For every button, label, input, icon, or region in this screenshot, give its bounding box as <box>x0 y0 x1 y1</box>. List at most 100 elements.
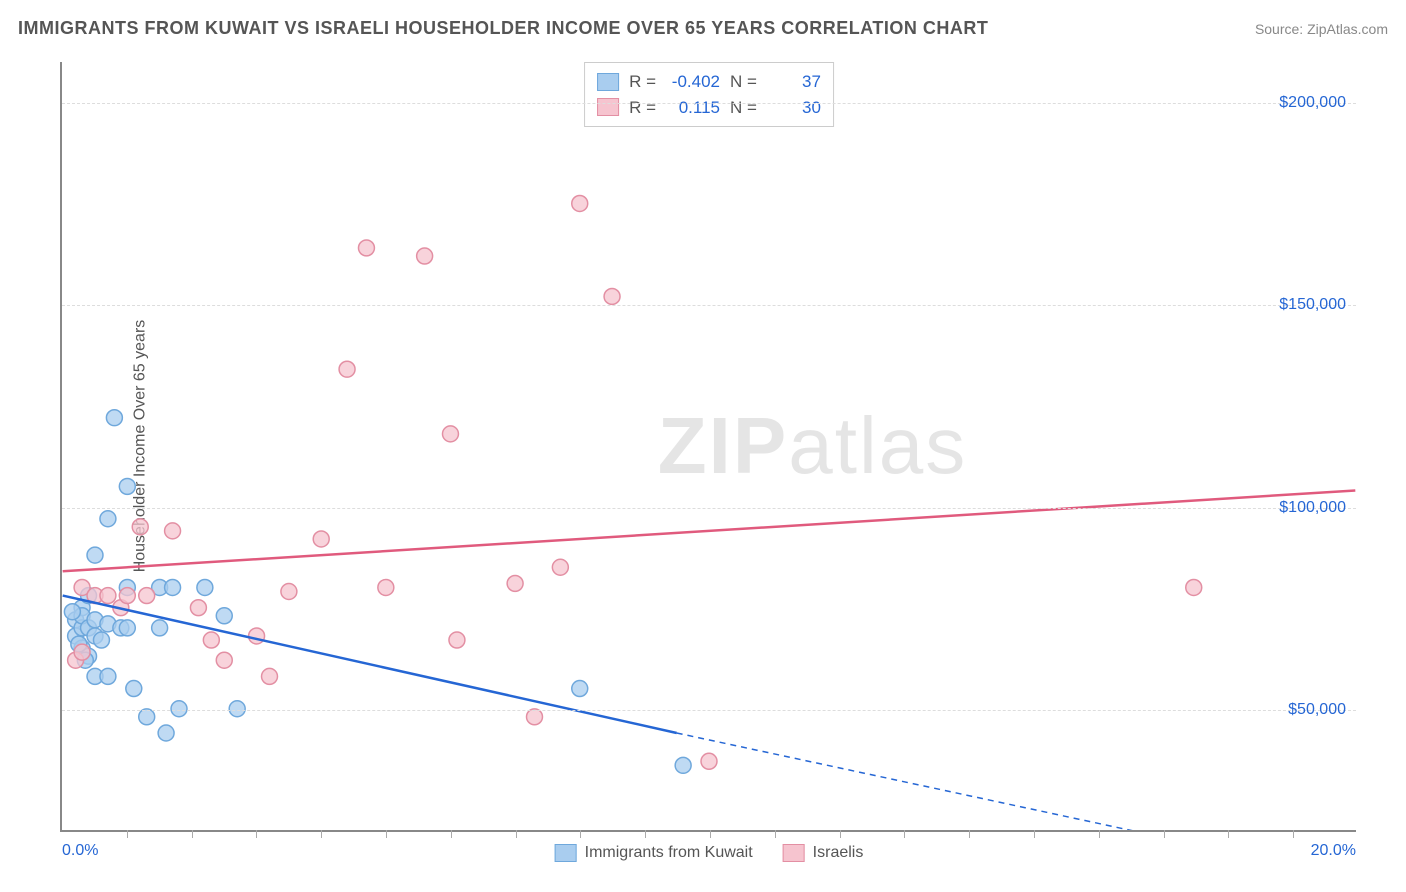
x-tick <box>840 830 841 838</box>
scatter-point <box>81 620 97 636</box>
scatter-point <box>507 575 523 591</box>
scatter-point <box>100 616 116 632</box>
watermark-bold: ZIP <box>658 401 788 490</box>
legend-label: Immigrants from Kuwait <box>585 844 753 862</box>
scatter-point <box>1186 579 1202 595</box>
bottom-legend-item: Israelis <box>783 844 864 862</box>
x-tick <box>580 830 581 838</box>
scatter-point <box>100 668 116 684</box>
scatter-point <box>203 632 219 648</box>
scatter-point <box>449 632 465 648</box>
scatter-point <box>358 240 374 256</box>
y-tick-label: $150,000 <box>1279 296 1346 314</box>
x-tick <box>451 830 452 838</box>
scatter-point <box>119 579 135 595</box>
x-tick <box>127 830 128 838</box>
stat-n-label: N = <box>730 69 757 95</box>
scatter-point <box>68 612 84 628</box>
bottom-legend: Immigrants from Kuwait Israelis <box>555 844 864 862</box>
scatter-point <box>71 636 87 652</box>
x-tick <box>1099 830 1100 838</box>
trend-line <box>63 596 677 733</box>
scatter-point <box>262 668 278 684</box>
scatter-point <box>313 531 329 547</box>
legend-label: Israelis <box>813 844 864 862</box>
scatter-point <box>126 681 142 697</box>
scatter-point <box>64 604 80 620</box>
scatter-point <box>106 410 122 426</box>
stats-legend-row: R = -0.402 N = 37 <box>597 69 821 95</box>
x-axis-min-label: 0.0% <box>62 842 98 860</box>
scatter-point <box>132 519 148 535</box>
scatter-point <box>572 195 588 211</box>
scatter-point <box>216 652 232 668</box>
x-tick <box>969 830 970 838</box>
y-tick-label: $200,000 <box>1279 94 1346 112</box>
gridline <box>62 508 1356 509</box>
scatter-point <box>74 640 90 656</box>
x-tick <box>645 830 646 838</box>
scatter-point <box>100 588 116 604</box>
scatter-point <box>74 620 90 636</box>
scatter-point <box>442 426 458 442</box>
bottom-legend-item: Immigrants from Kuwait <box>555 844 753 862</box>
x-tick <box>256 830 257 838</box>
x-tick <box>904 830 905 838</box>
gridline <box>62 710 1356 711</box>
scatter-point <box>74 608 90 624</box>
scatter-point <box>171 701 187 717</box>
scatter-point <box>165 579 181 595</box>
scatter-point <box>249 628 265 644</box>
y-tick-label: $100,000 <box>1279 499 1346 517</box>
scatter-point <box>113 600 129 616</box>
legend-swatch <box>783 844 805 862</box>
scatter-point <box>417 248 433 264</box>
scatter-point <box>119 620 135 636</box>
scatter-point <box>87 628 103 644</box>
scatter-point <box>152 620 168 636</box>
x-tick <box>386 830 387 838</box>
scatter-point <box>216 608 232 624</box>
scatter-point <box>74 579 90 595</box>
scatter-point <box>165 523 181 539</box>
x-tick <box>192 830 193 838</box>
x-tick <box>1228 830 1229 838</box>
trend-line-extrapolated <box>677 733 1356 830</box>
scatter-point <box>113 620 129 636</box>
stat-r-label: R = <box>629 69 656 95</box>
scatter-point <box>87 547 103 563</box>
stat-r-value: -0.402 <box>666 69 720 95</box>
stat-r-label: R = <box>629 95 656 121</box>
scatter-point <box>190 600 206 616</box>
scatter-point <box>572 681 588 697</box>
scatter-point <box>81 588 97 604</box>
scatter-point <box>68 652 84 668</box>
gridline <box>62 103 1356 104</box>
stat-r-value: 0.115 <box>666 95 720 121</box>
scatter-point <box>93 632 109 648</box>
scatter-point <box>74 600 90 616</box>
x-tick <box>710 830 711 838</box>
scatter-point <box>87 612 103 628</box>
x-tick <box>516 830 517 838</box>
x-tick <box>1034 830 1035 838</box>
watermark: ZIPatlas <box>658 400 967 492</box>
scatter-point <box>77 652 93 668</box>
scatter-point <box>87 588 103 604</box>
scatter-point <box>229 701 245 717</box>
watermark-rest: atlas <box>788 401 967 490</box>
source-label: Source: ZipAtlas.com <box>1255 21 1388 37</box>
scatter-point <box>701 753 717 769</box>
scatter-point <box>552 559 568 575</box>
stat-n-label: N = <box>730 95 757 121</box>
x-tick <box>1293 830 1294 838</box>
y-tick-label: $50,000 <box>1288 701 1346 719</box>
scatter-point <box>158 725 174 741</box>
scatter-point <box>281 584 297 600</box>
scatter-point <box>139 588 155 604</box>
legend-swatch <box>555 844 577 862</box>
trend-line <box>63 490 1356 571</box>
scatter-point <box>119 588 135 604</box>
stats-legend-row: R = 0.115 N = 30 <box>597 95 821 121</box>
scatter-point <box>339 361 355 377</box>
